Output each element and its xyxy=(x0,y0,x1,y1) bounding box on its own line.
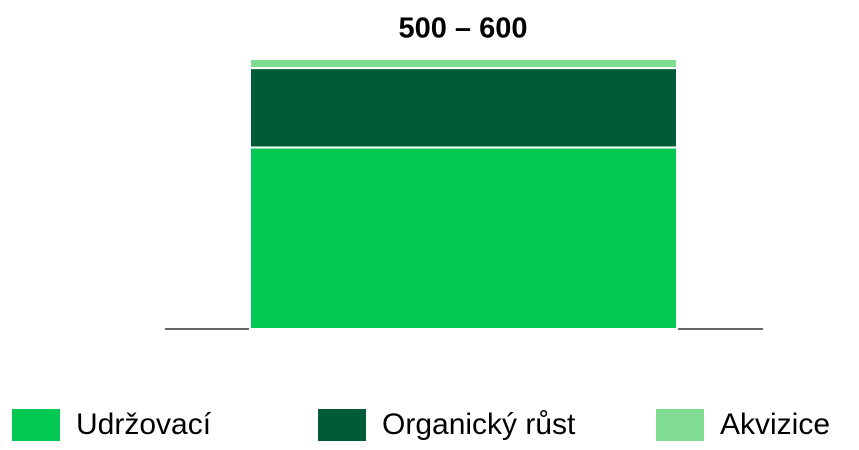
legend-swatch xyxy=(12,409,60,441)
legend-label: Organický růst xyxy=(382,408,576,441)
legend-swatch xyxy=(318,409,366,441)
bar-segment xyxy=(249,146,678,330)
legend-swatch xyxy=(656,409,704,441)
bar-segment xyxy=(249,67,678,149)
bar-segment xyxy=(249,58,678,70)
chart-title: 500 – 600 xyxy=(398,13,527,45)
legend-label: Udržovací xyxy=(76,408,212,441)
legend-label: Akvizice xyxy=(720,408,830,441)
